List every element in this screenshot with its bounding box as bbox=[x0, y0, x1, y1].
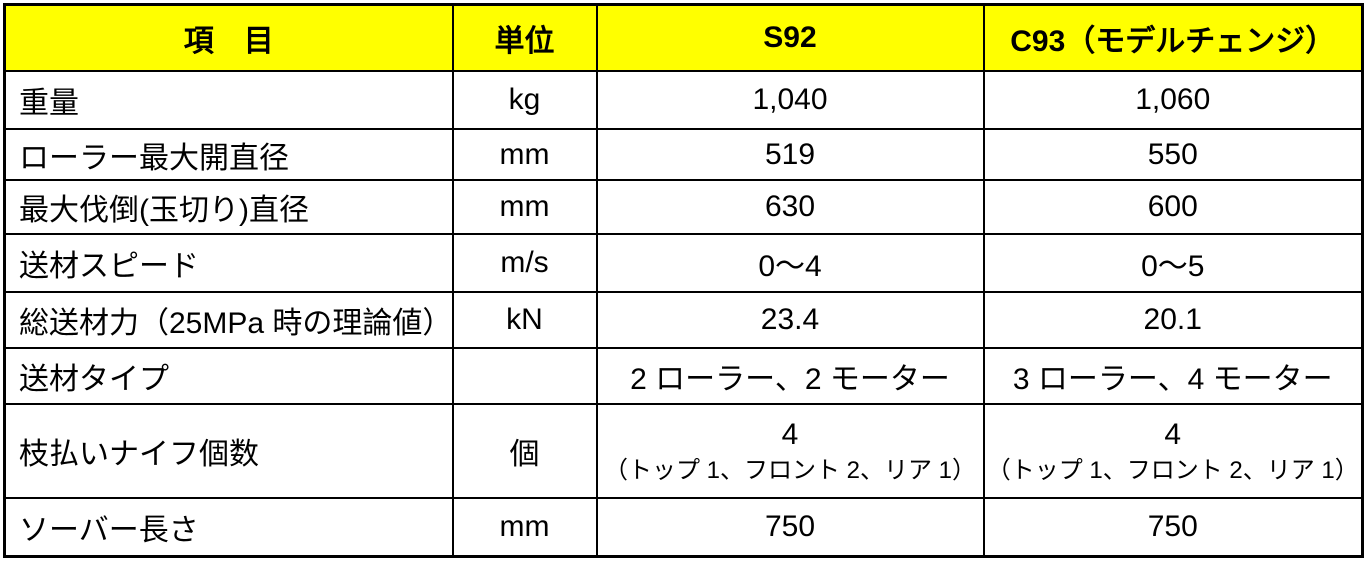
header-cell-s92: S92 bbox=[595, 3, 985, 72]
cell-c93-value: 3 ローラー、4 モーター bbox=[982, 347, 1364, 405]
cell-s92-value: 2 ローラー、2 モーター bbox=[595, 347, 985, 405]
cell-unit: kN bbox=[451, 291, 598, 349]
cell-s92-value: 519 bbox=[595, 128, 985, 181]
cell-item: ローラー最大開直径 bbox=[3, 128, 454, 181]
cell-unit: m/s bbox=[451, 233, 598, 293]
knife-count-value: 4 bbox=[781, 417, 799, 451]
cell-c93-value: 0〜5 bbox=[982, 233, 1364, 293]
cell-s92-value: 0〜4 bbox=[595, 233, 985, 293]
cell-c93-value: 750 bbox=[982, 497, 1364, 558]
knife-count-detail: （トップ 1、フロント 2、リア 1） bbox=[986, 456, 1359, 484]
cell-c93-value: 20.1 bbox=[982, 291, 1364, 349]
cell-s92-value: 4 （トップ 1、フロント 2、リア 1） bbox=[595, 403, 985, 499]
cell-item: 送材スピード bbox=[3, 233, 454, 293]
cell-unit: mm bbox=[451, 497, 598, 558]
cell-item: 最大伐倒(玉切り)直径 bbox=[3, 179, 454, 235]
cell-c93-value: 1,060 bbox=[982, 70, 1364, 130]
cell-item: ソーバー長さ bbox=[3, 497, 454, 558]
table-row-max-felling-diameter: 最大伐倒(玉切り)直径 mm 630 600 bbox=[3, 179, 1364, 235]
cell-c93-value: 550 bbox=[982, 128, 1364, 181]
knife-count-value: 4 bbox=[1164, 417, 1182, 451]
cell-s92-value: 630 bbox=[595, 179, 985, 235]
table-row-roller-max-open-diameter: ローラー最大開直径 mm 519 550 bbox=[3, 128, 1364, 181]
cell-unit: mm bbox=[451, 179, 598, 235]
header-row: 項 目 単位 S92 C93（モデルチェンジ） bbox=[3, 3, 1364, 72]
cell-unit: 個 bbox=[451, 403, 598, 499]
header-cell-unit: 単位 bbox=[451, 3, 598, 72]
table-row-weight: 重量 kg 1,040 1,060 bbox=[3, 70, 1364, 130]
cell-unit: mm bbox=[451, 128, 598, 181]
cell-s92-value: 1,040 bbox=[595, 70, 985, 130]
knife-count-detail: （トップ 1、フロント 2、リア 1） bbox=[603, 456, 977, 484]
cell-c93-value: 4 （トップ 1、フロント 2、リア 1） bbox=[982, 403, 1364, 499]
spec-comparison-table: 項 目 単位 S92 C93（モデルチェンジ） 重量 kg 1,040 1,06… bbox=[3, 3, 1364, 558]
cell-item: 総送材力（25MPa 時の理論値） bbox=[3, 291, 454, 349]
table-row-delimbing-knife-count: 枝払いナイフ個数 個 4 （トップ 1、フロント 2、リア 1） 4 （トップ … bbox=[3, 403, 1364, 499]
header-cell-c93: C93（モデルチェンジ） bbox=[982, 3, 1364, 72]
cell-item: 重量 bbox=[3, 70, 454, 130]
cell-unit bbox=[451, 347, 598, 405]
cell-s92-value: 750 bbox=[595, 497, 985, 558]
table-row-feed-type: 送材タイプ 2 ローラー、2 モーター 3 ローラー、4 モーター bbox=[3, 347, 1364, 405]
table-row-saw-bar-length: ソーバー長さ mm 750 750 bbox=[3, 497, 1364, 558]
cell-item: 枝払いナイフ個数 bbox=[3, 403, 454, 499]
table-row-total-feed-force: 総送材力（25MPa 時の理論値） kN 23.4 20.1 bbox=[3, 291, 1364, 349]
header-cell-item: 項 目 bbox=[3, 3, 454, 72]
table-row-feed-speed: 送材スピード m/s 0〜4 0〜5 bbox=[3, 233, 1364, 293]
cell-s92-value: 23.4 bbox=[595, 291, 985, 349]
cell-item: 送材タイプ bbox=[3, 347, 454, 405]
cell-unit: kg bbox=[451, 70, 598, 130]
cell-c93-value: 600 bbox=[982, 179, 1364, 235]
